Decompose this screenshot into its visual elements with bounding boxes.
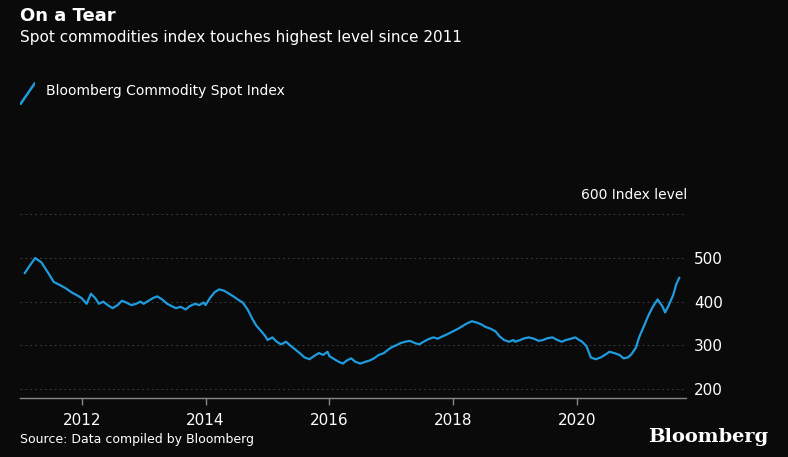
Text: Bloomberg Commodity Spot Index: Bloomberg Commodity Spot Index xyxy=(46,85,284,98)
Text: Spot commodities index touches highest level since 2011: Spot commodities index touches highest l… xyxy=(20,30,462,45)
Text: Source: Data compiled by Bloomberg: Source: Data compiled by Bloomberg xyxy=(20,433,254,446)
Text: Bloomberg: Bloomberg xyxy=(648,428,768,446)
Text: On a Tear: On a Tear xyxy=(20,7,115,25)
Text: 600 Index level: 600 Index level xyxy=(581,188,687,202)
